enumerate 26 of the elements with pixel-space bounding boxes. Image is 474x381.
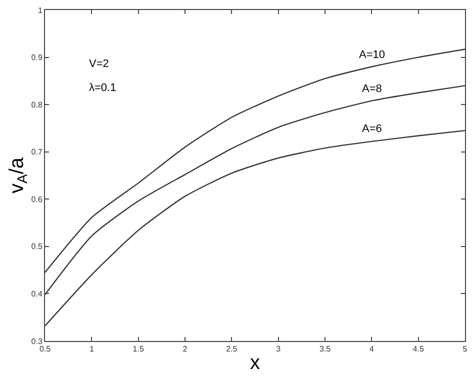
x-tick-label: 3 xyxy=(276,344,282,354)
y-tick-label: 0.8 xyxy=(31,100,43,110)
y-tick-label: 0.3 xyxy=(31,336,43,346)
y-tick-label: 1 xyxy=(38,6,43,15)
x-tick-label: 2.5 xyxy=(226,344,238,354)
series-label: A=10 xyxy=(359,49,385,61)
x-tick-label: 5 xyxy=(462,344,468,354)
x-axis-title: x xyxy=(250,352,260,374)
x-tick-label: 0.5 xyxy=(39,344,52,354)
x-tick-label: 1 xyxy=(89,344,94,354)
y-tick-label: 0.6 xyxy=(31,194,43,204)
line-series xyxy=(45,85,465,296)
y-tick-label: 0.7 xyxy=(31,148,43,157)
x-tick-label: 4 xyxy=(369,344,374,354)
series-label: A=8 xyxy=(362,83,382,95)
y-tick-label: 0.5 xyxy=(31,242,43,252)
line-series xyxy=(45,48,465,274)
x-tick-label: 4.5 xyxy=(412,344,424,354)
annotation: λ=0.1 xyxy=(89,82,116,94)
series-label: A=6 xyxy=(362,123,382,135)
x-tick-label: 1.5 xyxy=(132,344,144,354)
x-tick-label: 3.5 xyxy=(319,344,332,354)
y-tick-label: 0.4 xyxy=(31,290,43,299)
x-tick-label: 2 xyxy=(182,344,188,354)
annotation: V=2 xyxy=(89,58,109,70)
y-tick-label: 0.9 xyxy=(31,53,43,62)
